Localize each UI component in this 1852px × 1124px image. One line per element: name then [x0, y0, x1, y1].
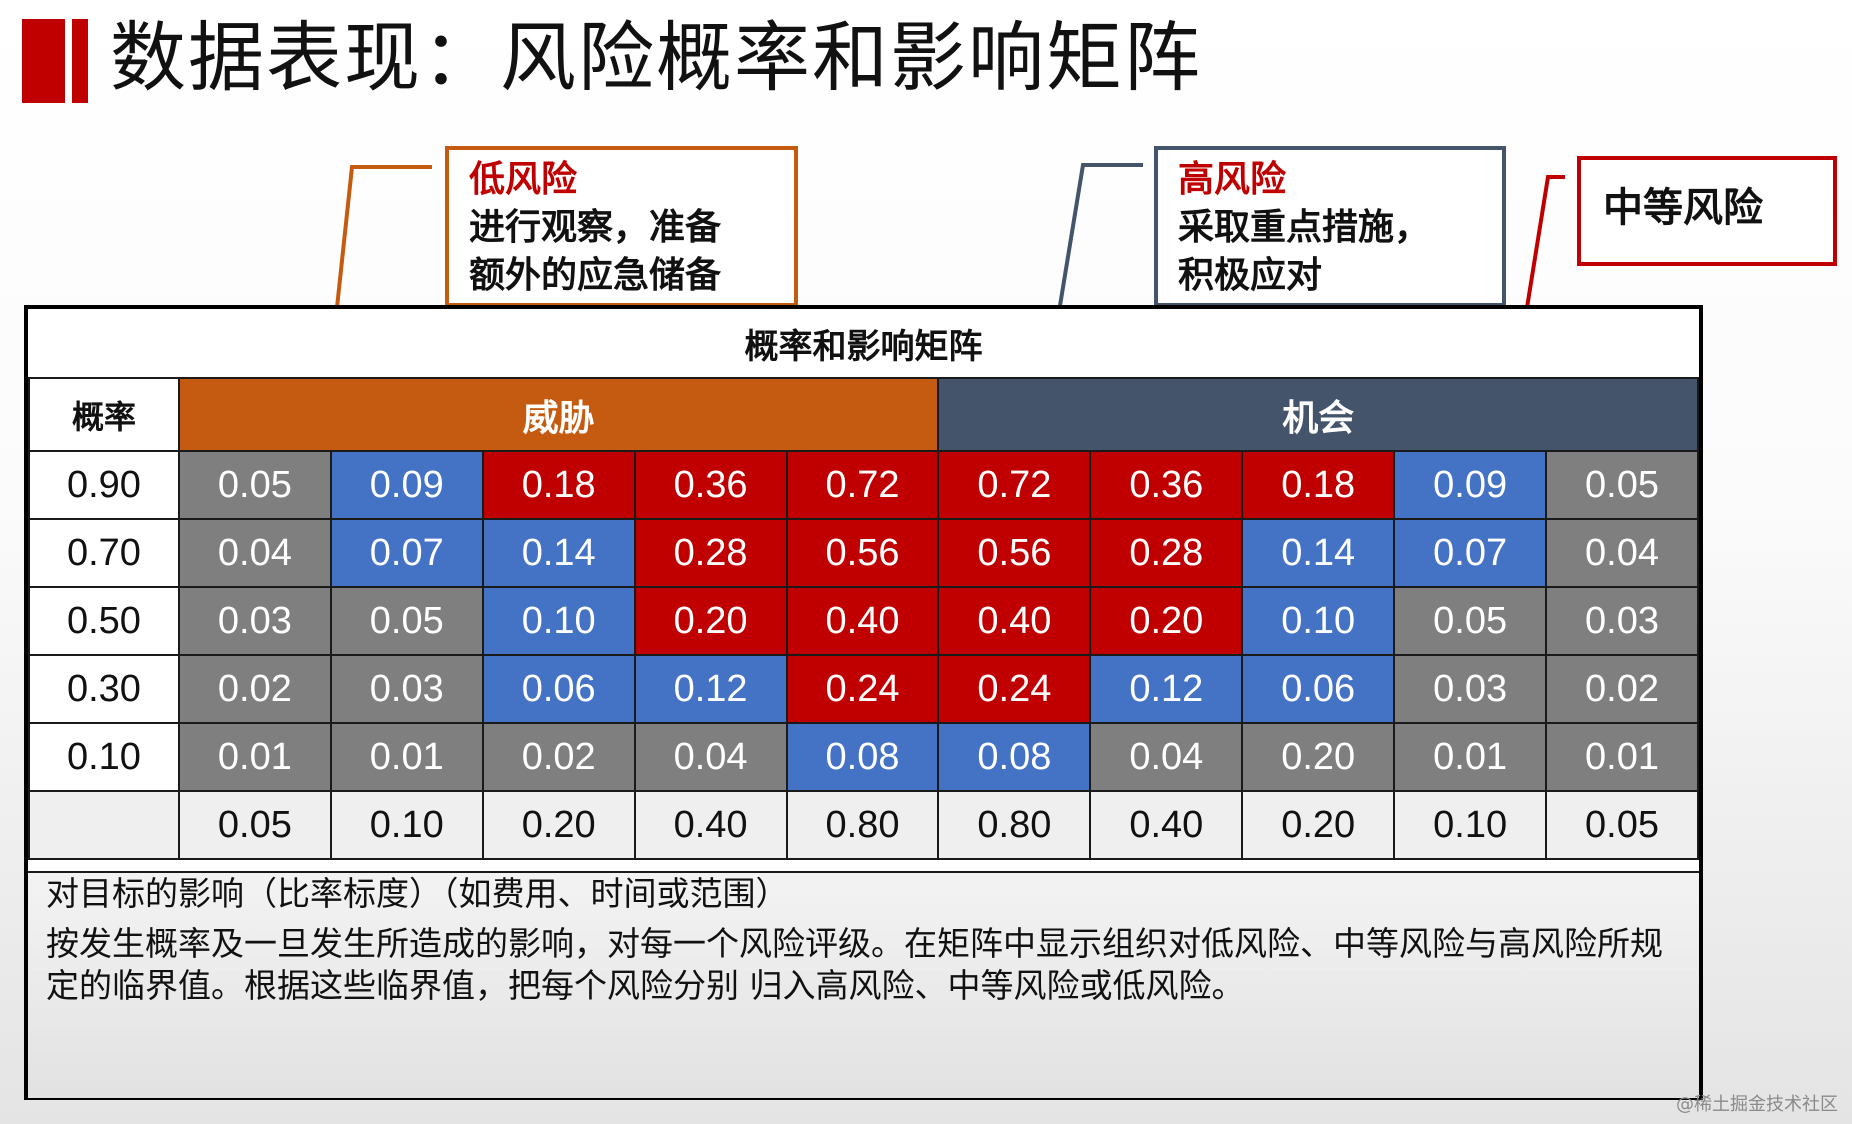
impact-value: 0.80 [937, 790, 1092, 860]
matrix-row: 0.70 0.04 0.07 0.14 0.28 0.56 0.56 0.28 0.14 0.07… [28, 518, 1699, 588]
risk-score-cell: 0.07 [1393, 518, 1548, 588]
impact-value: 0.20 [1241, 790, 1396, 860]
impact-value: 0.40 [1089, 790, 1244, 860]
risk-score-cell: 0.56 [785, 518, 940, 588]
title-accent-bar [22, 19, 65, 103]
impact-value: 0.05 [177, 790, 332, 860]
risk-score-cell: 0.18 [481, 450, 636, 520]
medium-risk-heading: 中等风险 [1603, 185, 1763, 231]
medium-risk-callout: 中等风险 [1577, 156, 1837, 266]
impact-value: 0.20 [481, 790, 636, 860]
risk-score-cell: 0.72 [785, 450, 940, 520]
risk-score-cell: 0.40 [937, 586, 1092, 656]
risk-score-cell: 0.12 [1089, 654, 1244, 724]
matrix-grid: 概率 威胁 机会 0.90 0.05 0.09 0.18 0.36 0.72 0.72 0.3… [28, 377, 1699, 860]
risk-score-cell: 0.20 [633, 586, 788, 656]
risk-score-cell: 0.01 [177, 722, 332, 792]
matrix-row: 0.50 0.03 0.05 0.10 0.20 0.40 0.40 0.20 0.10 0.05… [28, 586, 1699, 656]
risk-score-cell: 0.24 [937, 654, 1092, 724]
risk-score-cell: 0.03 [1545, 586, 1699, 656]
risk-score-cell: 0.56 [937, 518, 1092, 588]
risk-score-cell: 0.04 [1545, 518, 1699, 588]
risk-score-cell: 0.03 [329, 654, 484, 724]
high-risk-callout: 高风险 采取重点措施， 积极应对 [1154, 146, 1506, 307]
impact-axis-corner [28, 790, 180, 860]
risk-score-cell: 0.01 [329, 722, 484, 792]
risk-score-cell: 0.12 [633, 654, 788, 724]
risk-score-cell: 0.09 [329, 450, 484, 520]
risk-score-cell: 0.07 [329, 518, 484, 588]
risk-score-cell: 0.08 [937, 722, 1092, 792]
probability-value: 0.70 [28, 518, 180, 588]
impact-value: 0.10 [1393, 790, 1548, 860]
probability-value: 0.10 [28, 722, 180, 792]
risk-score-cell: 0.14 [481, 518, 636, 588]
risk-score-cell: 0.03 [177, 586, 332, 656]
impact-value: 0.05 [1545, 790, 1699, 860]
risk-score-cell: 0.05 [177, 450, 332, 520]
risk-score-cell: 0.24 [785, 654, 940, 724]
risk-score-cell: 0.03 [1393, 654, 1548, 724]
risk-score-cell: 0.01 [1545, 722, 1699, 792]
opportunity-header: 机会 [937, 377, 1699, 452]
risk-score-cell: 0.04 [633, 722, 788, 792]
risk-score-cell: 0.01 [1393, 722, 1548, 792]
risk-score-cell: 0.02 [1545, 654, 1699, 724]
page-title: 数据表现：风险概率和影响矩阵 [110, 13, 1202, 102]
low-risk-line-1: 进行观察，准备 [469, 207, 722, 248]
matrix-notes: 对目标的影响（比率标度）（如费用、时间或范围） 按发生概率及一旦发生所造成的影响… [28, 871, 1699, 1098]
impact-value: 0.10 [329, 790, 484, 860]
high-risk-line-1: 采取重点措施， [1178, 207, 1431, 248]
probability-header: 概率 [28, 377, 180, 452]
risk-score-cell: 0.08 [785, 722, 940, 792]
risk-score-cell: 0.40 [785, 586, 940, 656]
risk-score-cell: 0.14 [1241, 518, 1396, 588]
risk-score-cell: 0.02 [177, 654, 332, 724]
risk-score-cell: 0.04 [1089, 722, 1244, 792]
risk-score-cell: 0.06 [481, 654, 636, 724]
risk-score-cell: 0.10 [481, 586, 636, 656]
risk-score-cell: 0.36 [1089, 450, 1244, 520]
high-risk-line-2: 积极应对 [1178, 255, 1323, 296]
risk-score-cell: 0.72 [937, 450, 1092, 520]
matrix-row: 0.30 0.02 0.03 0.06 0.12 0.24 0.24 0.12 0.06 0.03… [28, 654, 1699, 724]
matrix-row: 0.90 0.05 0.09 0.18 0.36 0.72 0.72 0.36 0.18 0.09… [28, 450, 1699, 520]
probability-value: 0.30 [28, 654, 180, 724]
source-watermark: @稀土掘金技术社区 [1676, 1094, 1838, 1115]
matrix-title: 概率和影响矩阵 [744, 327, 983, 367]
risk-score-cell: 0.20 [1241, 722, 1396, 792]
impact-axis-row: 0.05 0.10 0.20 0.40 0.80 0.80 0.40 0.20 0.10 0.05 [28, 790, 1699, 860]
matrix-header-row: 概率 威胁 机会 [28, 377, 1699, 452]
risk-score-cell: 0.05 [329, 586, 484, 656]
impact-value: 0.80 [785, 790, 940, 860]
risk-score-cell: 0.09 [1393, 450, 1548, 520]
low-risk-line-2: 额外的应急储备 [469, 255, 722, 296]
threat-header: 威胁 [177, 377, 940, 452]
matrix-row: 0.10 0.01 0.01 0.02 0.04 0.08 0.08 0.04 0.20 0.01… [28, 722, 1699, 792]
risk-score-cell: 0.18 [1241, 450, 1396, 520]
probability-value: 0.50 [28, 586, 180, 656]
risk-score-cell: 0.28 [1089, 518, 1244, 588]
risk-score-cell: 0.28 [633, 518, 788, 588]
title-accent-bar-thin [72, 19, 88, 103]
risk-score-cell: 0.02 [481, 722, 636, 792]
risk-score-cell: 0.04 [177, 518, 332, 588]
probability-value: 0.90 [28, 450, 180, 520]
matrix-description: 按发生概率及一旦发生所造成的影响，对每一个风险评级。在矩阵中显示组织对低风险、中… [46, 924, 1663, 1005]
risk-score-cell: 0.36 [633, 450, 788, 520]
impact-axis-caption: 对目标的影响（比率标度）（如费用、时间或范围） [46, 874, 789, 913]
low-risk-callout: 低风险 进行观察，准备 额外的应急储备 [445, 146, 798, 307]
impact-value: 0.40 [633, 790, 788, 860]
risk-score-cell: 0.05 [1393, 586, 1548, 656]
low-risk-heading: 低风险 [469, 159, 578, 200]
high-risk-heading: 高风险 [1178, 159, 1287, 200]
risk-score-cell: 0.06 [1241, 654, 1396, 724]
risk-score-cell: 0.05 [1545, 450, 1699, 520]
risk-score-cell: 0.10 [1241, 586, 1396, 656]
risk-score-cell: 0.20 [1089, 586, 1244, 656]
probability-impact-matrix: 概率和影响矩阵 概率 威胁 机会 0.90 0.05 0.09 0.18 0.36 0.7… [24, 305, 1703, 1100]
